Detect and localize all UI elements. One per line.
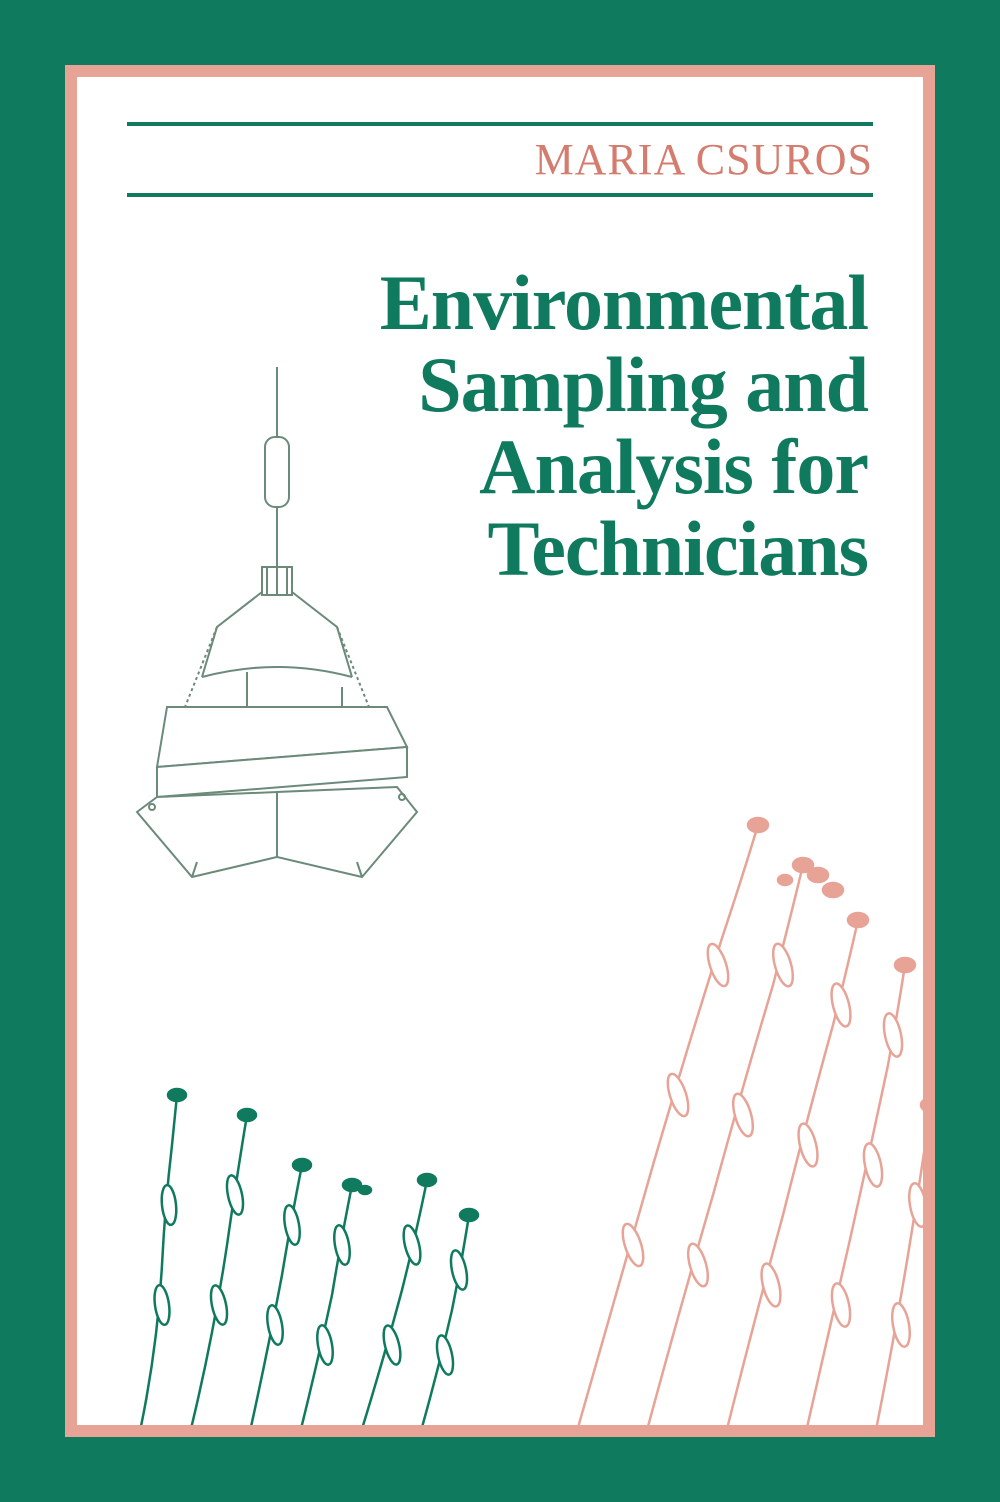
dredge-sampler-illustration (97, 367, 457, 887)
rule-bottom (127, 193, 873, 197)
author-block: MARIA CSUROS (127, 122, 873, 197)
pink-border: MARIA CSUROS Environmental Sampling and … (65, 65, 935, 1437)
outer-frame: MARIA CSUROS Environmental Sampling and … (0, 0, 1000, 1502)
plants-pink-illustration (493, 765, 923, 1425)
title-line-1: Environmental (380, 262, 868, 344)
inner-panel: MARIA CSUROS Environmental Sampling and … (77, 77, 923, 1425)
plants-green-illustration (107, 1005, 487, 1425)
author-name: MARIA CSUROS (127, 126, 873, 193)
